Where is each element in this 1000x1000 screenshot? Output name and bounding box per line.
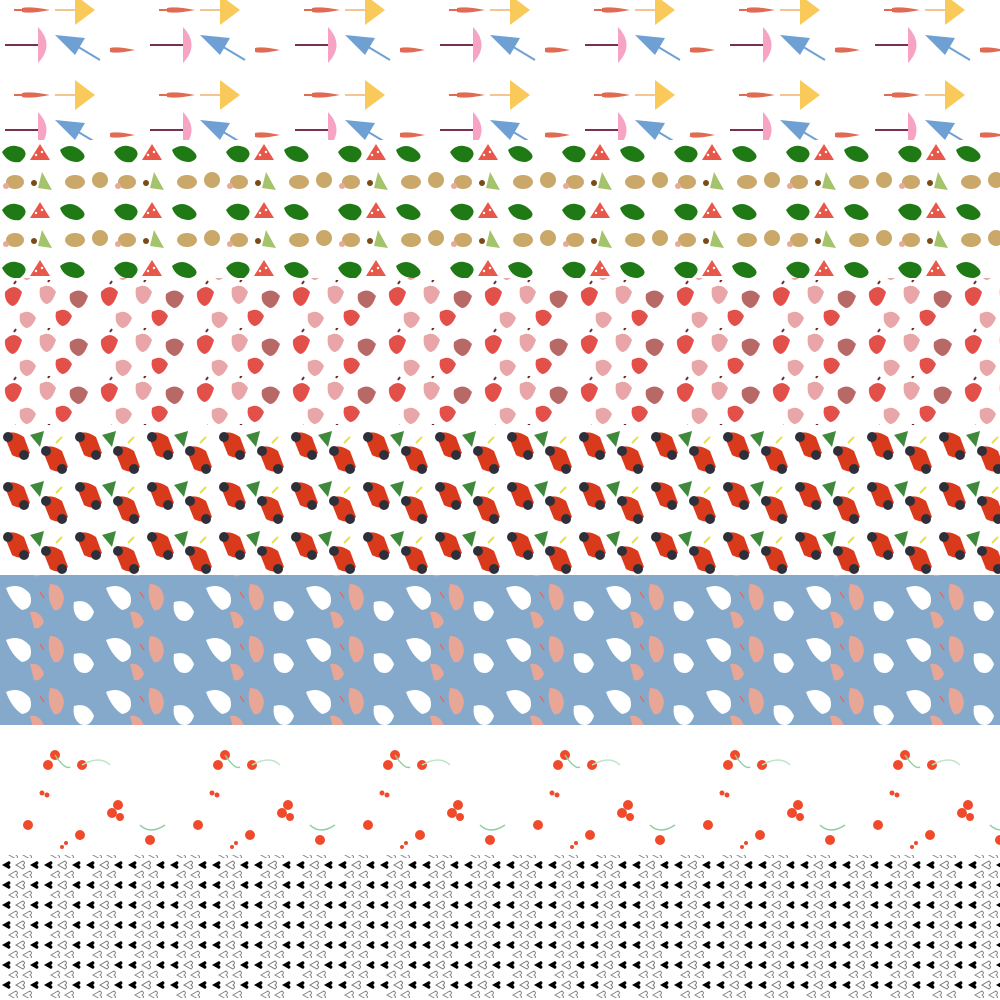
cherry-band xyxy=(0,725,1000,855)
bird-shrimp-band xyxy=(0,575,1000,725)
umbrella-band xyxy=(0,0,1000,140)
mushroom-frog-band xyxy=(0,140,1000,278)
strawberry-band xyxy=(0,278,1000,425)
heart-band xyxy=(0,855,1000,1000)
car-band xyxy=(0,425,1000,575)
